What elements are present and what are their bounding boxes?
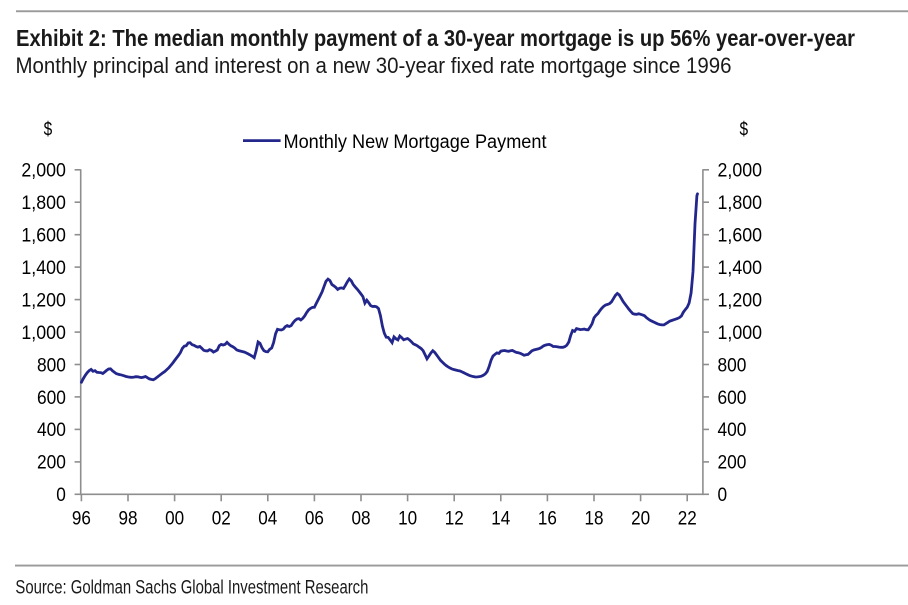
svg-text:1,600: 1,600	[21, 225, 66, 247]
svg-text:$: $	[44, 118, 53, 140]
svg-text:600: 600	[718, 387, 747, 409]
svg-text:Monthly New Mortgage Payment: Monthly New Mortgage Payment	[284, 131, 548, 153]
svg-text:16: 16	[538, 508, 557, 530]
svg-text:12: 12	[445, 508, 464, 530]
svg-text:98: 98	[119, 508, 138, 530]
svg-text:2,000: 2,000	[718, 160, 763, 182]
svg-text:1,800: 1,800	[21, 192, 66, 214]
svg-text:1,200: 1,200	[718, 289, 763, 311]
svg-text:$: $	[740, 118, 749, 140]
svg-text:1,400: 1,400	[21, 257, 66, 279]
svg-text:04: 04	[258, 508, 277, 530]
svg-text:2,000: 2,000	[21, 160, 66, 182]
svg-text:1,000: 1,000	[718, 322, 763, 344]
svg-text:Source: Goldman Sachs Global I: Source: Goldman Sachs Global Investment …	[15, 577, 368, 599]
svg-text:800: 800	[718, 354, 747, 376]
svg-text:06: 06	[305, 508, 324, 530]
svg-text:1,200: 1,200	[21, 289, 66, 311]
svg-text:1,800: 1,800	[718, 192, 763, 214]
svg-text:200: 200	[37, 452, 66, 474]
svg-text:10: 10	[398, 508, 417, 530]
svg-text:400: 400	[718, 419, 747, 441]
svg-text:22: 22	[678, 508, 697, 530]
svg-text:1,600: 1,600	[718, 225, 763, 247]
svg-text:08: 08	[352, 508, 371, 530]
svg-text:200: 200	[718, 452, 747, 474]
svg-text:96: 96	[72, 508, 91, 530]
svg-text:20: 20	[631, 508, 650, 530]
svg-text:Exhibit 2: The median monthly: Exhibit 2: The median monthly payment of…	[16, 25, 855, 51]
svg-text:Monthly principal and interest: Monthly principal and interest on a new …	[16, 53, 732, 78]
svg-text:1,400: 1,400	[718, 257, 763, 279]
svg-text:400: 400	[37, 419, 66, 441]
svg-text:0: 0	[718, 484, 728, 506]
svg-text:800: 800	[37, 354, 66, 376]
svg-text:02: 02	[212, 508, 231, 530]
svg-text:14: 14	[491, 508, 510, 530]
svg-text:18: 18	[585, 508, 604, 530]
svg-text:1,000: 1,000	[21, 322, 66, 344]
svg-text:600: 600	[37, 387, 66, 409]
svg-text:00: 00	[165, 508, 184, 530]
svg-text:0: 0	[56, 484, 66, 506]
